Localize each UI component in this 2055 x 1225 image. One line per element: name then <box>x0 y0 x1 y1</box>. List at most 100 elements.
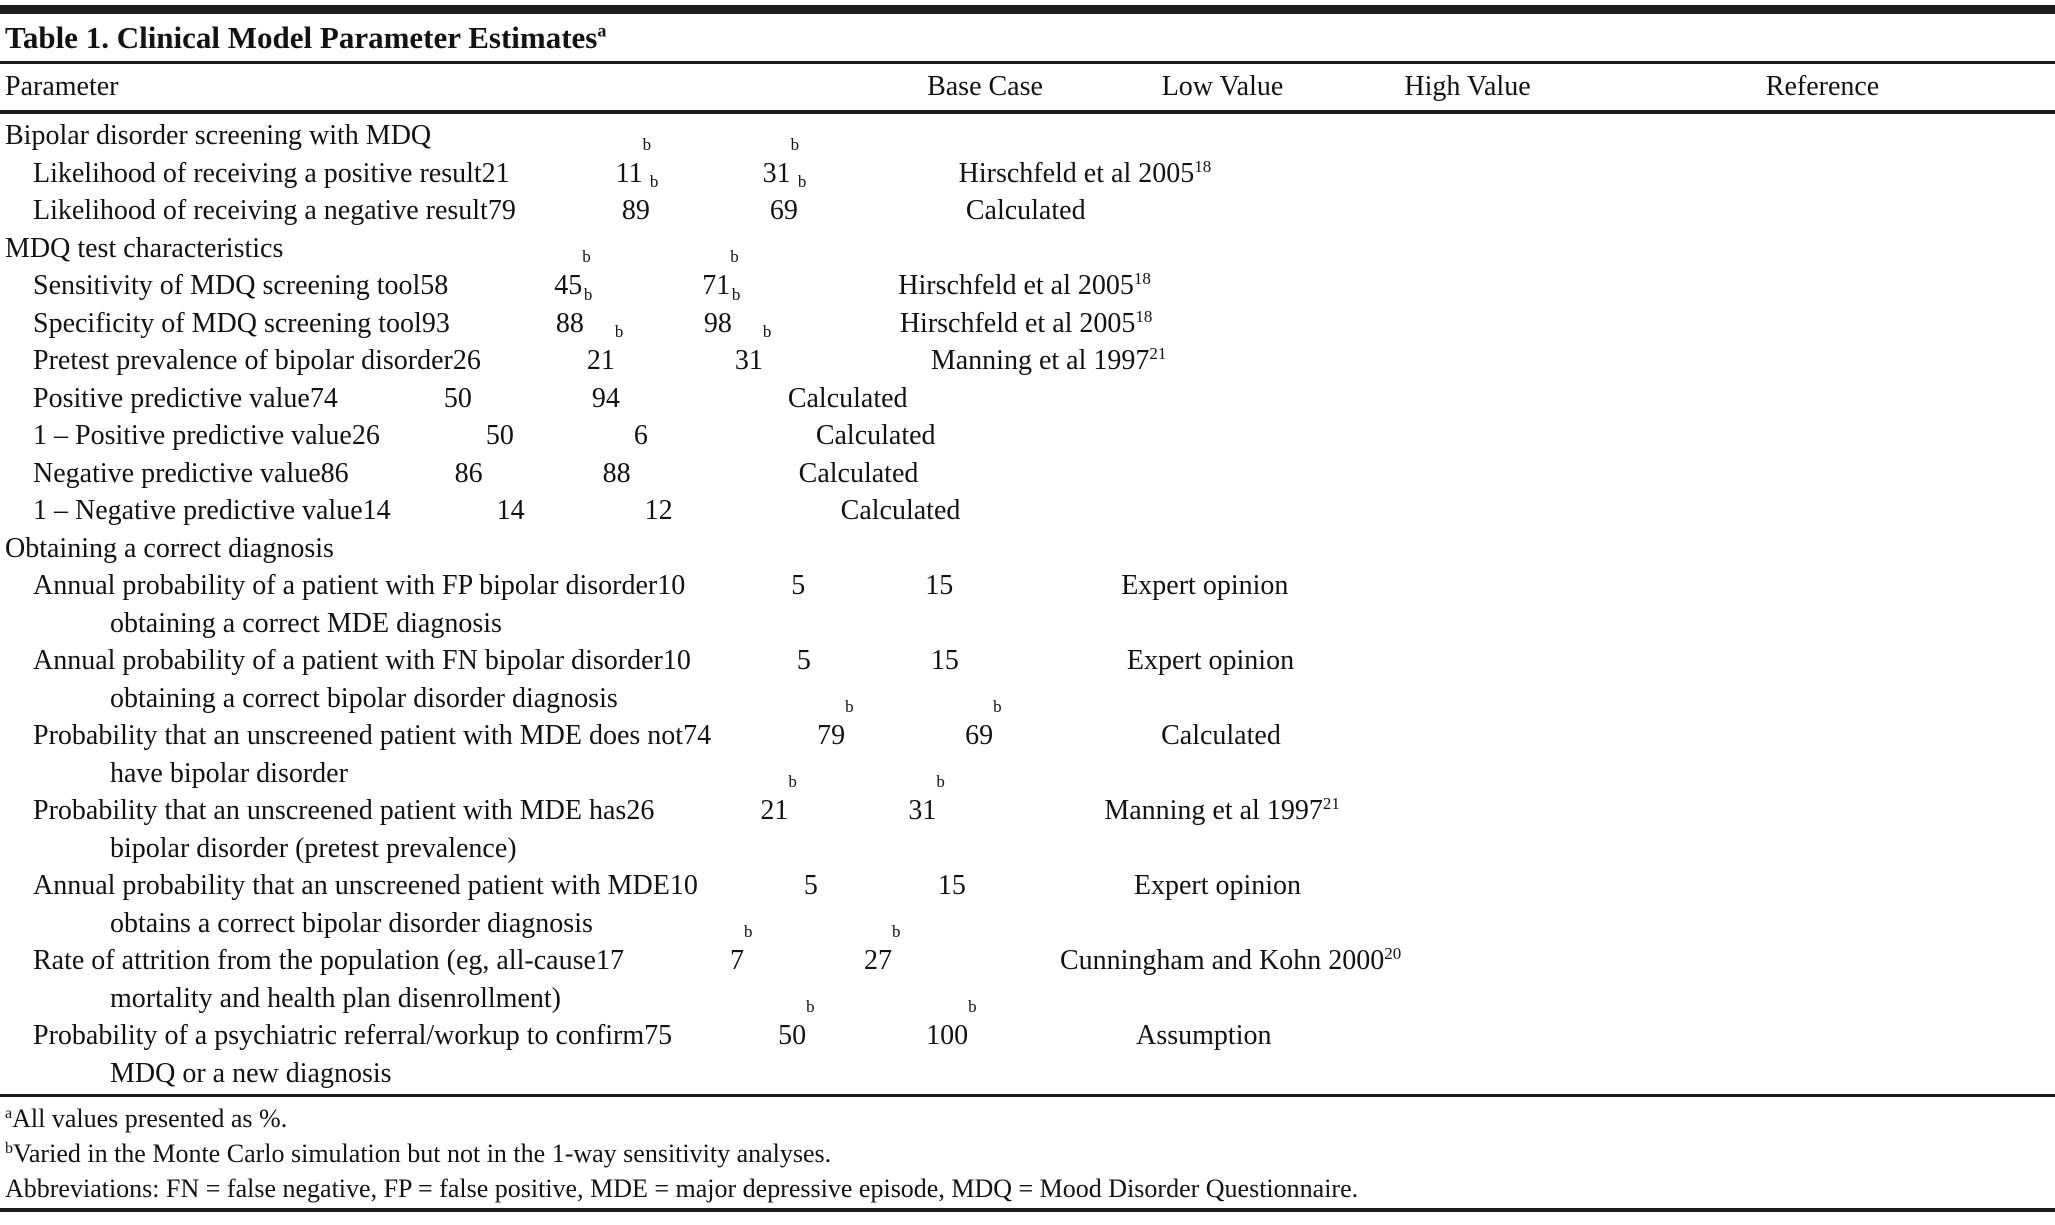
base-case-footnote-marker <box>516 182 532 220</box>
base-case-cell: 26 <box>453 342 587 380</box>
high-value-cell: 15 <box>938 867 1086 905</box>
low-value: 21 <box>760 795 789 826</box>
high-value-footnote-marker <box>966 857 982 895</box>
reference-cell: Hirschfeld et al 200518 <box>911 155 1212 193</box>
reference-citation-number: 18 <box>1133 269 1151 288</box>
low-value: 50 <box>443 382 472 414</box>
parameter-label: Positive predictive value <box>33 382 310 414</box>
parameter-cell: Pretest prevalence of bipolar disorder <box>0 342 453 380</box>
base-case-cell: 10 <box>657 567 791 605</box>
low-value-cell: 86 <box>455 455 603 493</box>
high-value-cell: 88 <box>603 455 751 493</box>
parameter-cell: Bipolar disorder screening with MDQ <box>0 117 870 155</box>
table-row: Rate of attrition from the population (e… <box>0 923 1401 1017</box>
high-value: 27 <box>863 945 892 976</box>
table-row: Specificity of MDQ screening tool 93 88 b… <box>0 286 1152 343</box>
low-value-footnote-marker: b <box>582 247 591 266</box>
table-row: Annual probability that an unscreened pa… <box>0 867 1301 942</box>
parameter-cell: 1 – Negative predictive value <box>0 492 363 530</box>
footnote: Abbreviations: FN = false negative, FP =… <box>5 1171 2055 1206</box>
low-value: 88 <box>555 307 584 339</box>
parameter-label-continuation: obtaining a correct bipolar disorder dia… <box>110 682 618 714</box>
parameter-cell: 1 – Positive predictive value <box>0 417 352 455</box>
bottom-rule <box>0 1208 2055 1212</box>
low-value-cell: 50 <box>486 417 634 455</box>
top-rule <box>0 5 2055 14</box>
high-value-footnote-marker <box>648 407 664 445</box>
parameter-cell: Probability that an unscreened patient w… <box>0 717 683 792</box>
low-value: 5 <box>796 645 811 676</box>
low-value-footnote-marker <box>805 557 821 595</box>
low-value-footnote-marker: b <box>642 134 652 154</box>
parameter-label: Annual probability that an unscreened pa… <box>33 870 670 901</box>
base-case-value: 79 <box>487 195 516 226</box>
high-value-cell: 100 b <box>926 998 1088 1055</box>
low-value-footnote-marker: b <box>788 772 797 791</box>
low-value-cell: 21 b <box>760 773 908 830</box>
footnote-text: All values presented as %. <box>12 1104 288 1133</box>
low-value-cell: 88 b <box>555 286 704 343</box>
high-value-footnote-marker: b <box>891 922 901 941</box>
parameter-label: Probability that an unscreened patient w… <box>33 795 627 826</box>
base-case-footnote-marker <box>448 257 464 295</box>
reference-cell: Cunningham and Kohn 200020 <box>1012 942 1401 980</box>
base-case-footnote-marker <box>685 557 701 595</box>
reference-text: Calculated <box>787 382 908 414</box>
low-value: 21 <box>586 345 615 376</box>
parameter-cell: Specificity of MDQ screening tool <box>0 305 422 343</box>
base-case-cell: 93 <box>422 305 556 343</box>
reference-citation-number: 20 <box>1384 944 1402 963</box>
parameter-cell: Sensitivity of MDQ screening tool <box>0 267 420 305</box>
low-value-footnote-marker: b <box>614 322 624 341</box>
table-row: Sensitivity of MDQ screening tool 58 45 b… <box>0 248 1151 305</box>
high-value-cell: 15 <box>931 642 1079 680</box>
reference-cell: Expert opinion <box>1079 642 1294 680</box>
parameter-cell: Annual probability of a patient with FP … <box>0 567 657 642</box>
low-value: 5 <box>803 870 818 901</box>
table-row: 1 – Negative predictive value 14 14 12 C… <box>0 492 960 530</box>
parameter-cell: Obtaining a correct diagnosis <box>0 530 870 568</box>
low-value: 45 <box>554 270 583 301</box>
low-value-cell: 50 <box>444 380 592 418</box>
high-value: 6 <box>633 420 648 451</box>
parameter-label: 1 – Negative predictive value <box>33 495 363 526</box>
parameter-label: Probability that an unscreened patient w… <box>33 720 684 751</box>
reference-cell: Calculated <box>740 380 908 418</box>
parameter-label: Obtaining a correct diagnosis <box>5 532 334 564</box>
low-value-cell: 5 <box>797 642 931 680</box>
table-row: Obtaining a correct diagnosis <box>0 530 2055 568</box>
reference-text: Hirschfeld et al 2005 <box>958 157 1195 189</box>
reference-cell: Calculated <box>768 417 936 455</box>
parameter-cell: MDQ test characteristics <box>0 230 870 268</box>
parameter-label: Negative predictive value <box>33 457 321 489</box>
table-row: Annual probability of a patient with FP … <box>0 567 1288 642</box>
parameter-label-continuation: mortality and health plan disenrollment) <box>110 982 561 1014</box>
base-case-footnote-marker <box>672 1007 688 1045</box>
reference-cell: Calculated <box>918 192 1086 230</box>
reference-text: Cunningham and Kohn 2000 <box>1059 945 1385 976</box>
table-row: Likelihood of receiving a negative resul… <box>0 173 1086 230</box>
parameter-cell: Probability of a psychiatric referral/wo… <box>0 1017 644 1092</box>
low-value-cell: 11 b <box>616 136 763 193</box>
base-case-footnote-marker <box>450 295 466 333</box>
column-header-high-value: High Value <box>1404 71 1531 102</box>
table-title-text: Table 1. Clinical Model Parameter Estima… <box>5 20 598 55</box>
base-case-cell: 17 <box>596 942 730 980</box>
low-value-footnote-marker: b <box>806 997 815 1016</box>
footnote-marker: b <box>5 1140 13 1157</box>
high-value-cell: 15 <box>925 567 1073 605</box>
footnote-divider <box>0 1094 2055 1097</box>
parameter-label-continuation: MDQ or a new diagnosis <box>110 1057 392 1089</box>
low-value-footnote-marker <box>525 482 541 520</box>
base-case-cell: 86 <box>321 455 455 493</box>
low-value-cell: 89 b <box>622 173 770 230</box>
base-case-value: 93 <box>421 307 450 339</box>
base-case-cell: 14 <box>363 492 497 530</box>
base-case-footnote-marker <box>654 782 670 820</box>
high-value-footnote-marker: b <box>993 697 1002 716</box>
low-value: 50 <box>778 1020 807 1051</box>
reference-cell: Hirschfeld et al 200518 <box>852 305 1153 343</box>
base-case-value: 14 <box>362 495 391 526</box>
reference-text: Manning et al 1997 <box>930 345 1150 376</box>
base-case-value: 26 <box>626 795 655 826</box>
